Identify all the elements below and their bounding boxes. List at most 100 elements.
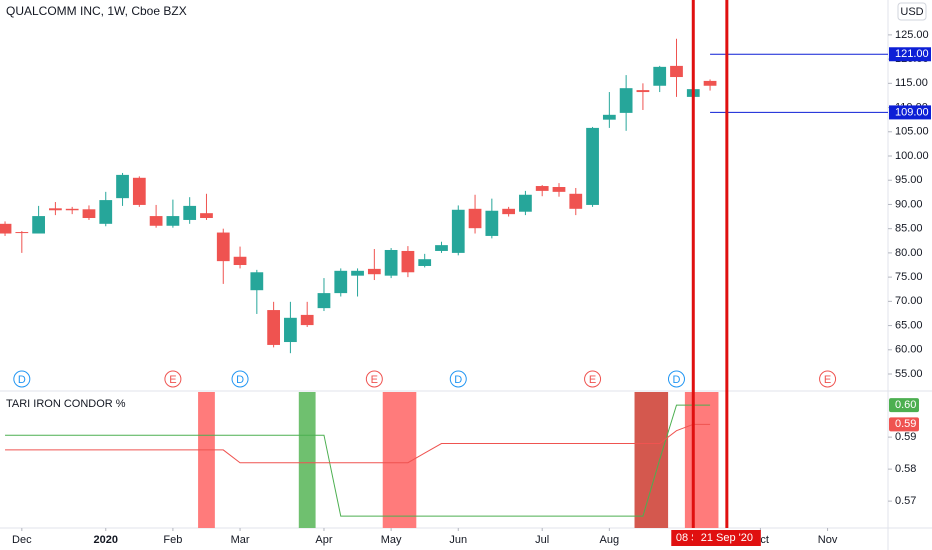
y-tick-label: 55.00: [895, 368, 923, 380]
indicator-tick-label: 0.58: [895, 463, 916, 475]
candle-body: [132, 177, 146, 205]
highlight: [684, 392, 719, 528]
currency[interactable]: USD: [900, 6, 923, 18]
x-tick-label: May: [381, 534, 402, 546]
candle-body: [418, 259, 432, 266]
y-tick-label: 115.00: [895, 77, 928, 89]
vertical-line-box: [692, 530, 761, 546]
candle-body: [317, 293, 331, 309]
candle-body: [384, 249, 398, 276]
candle-body: [32, 216, 45, 234]
last-value-label: 0.59: [895, 418, 916, 430]
highlight: [382, 392, 417, 528]
event-marker: [819, 370, 837, 388]
level-label: 121.00: [895, 48, 929, 60]
candle-body: [65, 208, 79, 211]
candle-body: [15, 232, 29, 234]
highlight: [298, 392, 316, 528]
event-marker: [13, 370, 31, 388]
y-tick-label: 65.00: [895, 319, 923, 331]
candle-body: [183, 205, 197, 220]
event-marker-label[interactable]: D: [18, 374, 26, 386]
x-tick-label: Feb: [163, 534, 182, 546]
candle-body: [569, 193, 583, 209]
candle-body: [535, 186, 549, 191]
candle-body: [502, 208, 516, 215]
candle-body: [552, 187, 566, 192]
candle-body: [586, 127, 599, 205]
y-tick-label: 60.00: [895, 344, 923, 356]
candle-body: [619, 88, 633, 113]
vertical-line-label: 21 Sep '20: [701, 532, 753, 544]
x-tick-label: Nov: [818, 534, 838, 546]
x-tick-label: Dec: [12, 534, 32, 546]
event-marker-label[interactable]: E: [824, 374, 831, 386]
candle-body: [435, 245, 448, 251]
candle-body: [367, 268, 381, 275]
indicator-tick-label: 0.59: [895, 431, 916, 443]
last-value-label: 0.60: [895, 399, 916, 411]
y-tick-label: 125.00: [895, 29, 929, 41]
event-marker-label[interactable]: D: [236, 374, 244, 386]
level-box: [889, 47, 931, 62]
x-tick-label: 2020: [94, 534, 118, 546]
candle-body: [451, 209, 465, 253]
event-marker: [667, 370, 685, 388]
event-marker-label[interactable]: D: [454, 374, 462, 386]
candle-body: [116, 174, 129, 199]
candle-body: [653, 66, 667, 86]
candle-body: [267, 310, 280, 345]
event-marker: [584, 370, 602, 388]
candle-body: [300, 314, 314, 326]
chart-title: QUALCOMM INC, 1W, Cboe BZX: [6, 4, 187, 18]
highlight: [634, 392, 669, 528]
y-tick-label: 95.00: [895, 174, 923, 186]
x-tick-label: Apr: [315, 534, 332, 546]
candle-body: [0, 223, 12, 234]
candle-body: [334, 270, 348, 294]
indicator-tick-label: 0.57: [895, 495, 916, 507]
candle-body: [468, 208, 482, 229]
event-marker: [365, 370, 383, 388]
event-marker: [449, 370, 467, 388]
y-tick-label: 85.00: [895, 223, 923, 235]
event-marker-label[interactable]: E: [589, 374, 596, 386]
x-tick-label: Jul: [535, 534, 549, 546]
last-value-box: [889, 417, 919, 432]
candle-body: [636, 90, 650, 93]
level-box: [889, 105, 931, 120]
candle-body: [216, 232, 230, 262]
currency-box[interactable]: [897, 2, 927, 21]
indicator-title: TARI IRON CONDOR %: [6, 398, 126, 410]
event-marker: [231, 370, 249, 388]
y-tick-label: 80.00: [895, 247, 923, 259]
candle-body: [200, 213, 213, 219]
x-tick-label: Aug: [600, 534, 620, 546]
candle-body: [485, 210, 499, 236]
event-marker-label[interactable]: E: [169, 374, 176, 386]
x-tick-label: Mar: [231, 534, 250, 546]
event-marker-label[interactable]: D: [673, 374, 681, 386]
indicator-line: [5, 423, 711, 464]
candle-body: [49, 208, 62, 211]
y-tick-label: 75.00: [895, 271, 923, 283]
highlight: [198, 392, 215, 528]
candle-body: [401, 250, 415, 273]
level-label: 109.00: [895, 106, 929, 118]
candle-body: [99, 200, 113, 224]
candle-body: [351, 270, 364, 276]
candle-body: [703, 80, 717, 86]
candle-body: [519, 194, 532, 212]
indicator-line: [5, 404, 711, 517]
y-tick-label: 70.00: [895, 295, 923, 307]
y-tick-label: 105.00: [895, 126, 929, 138]
candle-body: [284, 317, 297, 343]
last-value-box: [889, 398, 919, 413]
event-marker-label[interactable]: E: [371, 374, 378, 386]
candle-body: [670, 65, 683, 78]
event-marker: [164, 370, 182, 388]
candle-body: [602, 114, 616, 120]
x-tick-label: Jun: [449, 534, 467, 546]
